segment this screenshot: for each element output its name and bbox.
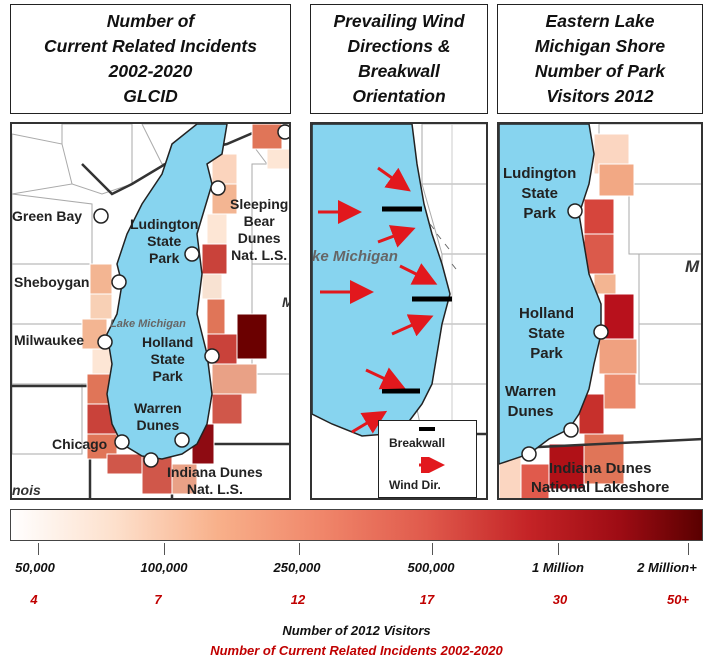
color-scale-bar: [10, 509, 703, 541]
scale-incident-label: 17: [419, 592, 435, 607]
scale-visitor-label: 100,000: [140, 560, 188, 575]
right-map-svg: [499, 124, 701, 498]
label-m: M: [282, 294, 289, 311]
label-milwaukee: Milwaukee: [14, 332, 85, 348]
scale-incident-label: 30: [552, 592, 568, 607]
visitor-choropleth: [499, 133, 638, 498]
label-ludington: Ludington State Park: [130, 216, 199, 266]
scale-tick: [558, 543, 559, 555]
scale-tick: [432, 543, 433, 555]
right-label-holland: Holland State Park: [519, 305, 574, 362]
label-warren: Warren Dunes: [134, 400, 182, 433]
middle-map-svg: [312, 124, 486, 498]
breakwalls: [382, 206, 452, 394]
scale-tick: [299, 543, 300, 555]
right-label-m: M: [685, 257, 700, 276]
legend-breakwall-line: [419, 427, 435, 431]
middle-title: Prevailing Wind Directions & Breakwall O…: [333, 11, 465, 106]
scale-visitor-label: 2 Million+: [637, 560, 697, 575]
wind-arrows: [318, 166, 438, 434]
location-markers: [93, 124, 289, 468]
label-sleeping-bear: Sleeping Bear Dunes Nat. L.S.: [230, 196, 289, 263]
scale-visitor-label: 50,000: [15, 560, 55, 575]
right-label-ludington: Ludington State Park: [503, 165, 577, 222]
left-title-box: Number of Current Related Incidents 2002…: [10, 4, 291, 114]
right-label-warren: Warren Dunes: [505, 383, 557, 420]
legend-wind-label: Wind Dir.: [389, 478, 441, 492]
label-illinois: nois: [12, 482, 41, 498]
legend-wind-arrow: [419, 457, 445, 473]
legend-breakwall-label: Breakwall: [389, 436, 446, 450]
scale-tick: [688, 543, 689, 555]
scale-incident-label: 50+: [666, 592, 690, 607]
scale-tick: [164, 543, 165, 555]
scale-incident-label: 4: [30, 592, 38, 607]
label-sheboygan: Sheboygan: [14, 274, 90, 290]
right-park-markers: [521, 203, 609, 462]
label-lake-michigan: Lake Michigan: [110, 318, 186, 330]
middle-title-box: Prevailing Wind Directions & Breakwall O…: [310, 4, 488, 114]
middle-map-panel: ke Michigan Breakwall Wind Dir.: [310, 122, 488, 500]
legend-visitors-caption: Number of 2012 Visitors: [282, 623, 431, 638]
scale-incident-label: 7: [154, 592, 162, 607]
left-map-panel: Green Bay Sheboygan Milwaukee Chicago La…: [10, 122, 291, 500]
label-holland: Holland State Park: [142, 334, 194, 384]
left-title: Number of Current Related Incidents 2002…: [44, 11, 257, 106]
right-label-indiana-dunes: Indiana Dunes National Lakeshore: [531, 460, 670, 496]
right-title: Eastern Lake Michigan Shore Number of Pa…: [534, 11, 666, 106]
label-chicago: Chicago: [52, 436, 108, 452]
scale-visitor-label: 500,000: [407, 560, 455, 575]
label-indiana-dunes: Indiana Dunes Nat. L.S.: [167, 464, 263, 497]
left-map-svg: [12, 124, 289, 498]
right-title-box: Eastern Lake Michigan Shore Number of Pa…: [497, 4, 703, 114]
scale-visitor-label: 1 Million: [532, 560, 584, 575]
legend-incidents-caption: Number of Current Related Incidents 2002…: [210, 643, 503, 658]
scale-visitor-label: 250,000: [273, 560, 321, 575]
wind-legend: Breakwall Wind Dir.: [378, 420, 477, 498]
scale-incident-label: 12: [290, 592, 306, 607]
middle-label-lake: ke Michigan: [312, 248, 398, 265]
label-green-bay: Green Bay: [12, 208, 83, 224]
right-map-panel: Ludington State Park Holland State Park …: [497, 122, 703, 500]
scale-tick: [38, 543, 39, 555]
